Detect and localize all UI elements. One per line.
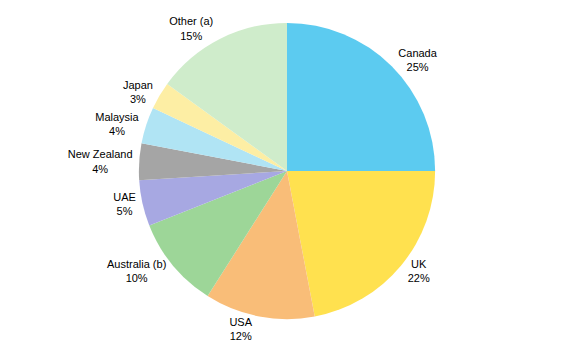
svg-text:Malaysia4%: Malaysia4% (95, 111, 139, 137)
svg-text:Canada25%: Canada25% (398, 47, 437, 73)
svg-text:UAE5%: UAE5% (113, 191, 136, 217)
svg-text:New Zealand4%: New Zealand4% (68, 148, 133, 174)
svg-text:USA12%: USA12% (229, 316, 252, 342)
svg-text:Australia (b)10%: Australia (b)10% (107, 258, 166, 284)
svg-text:UK22%: UK22% (408, 258, 430, 284)
svg-text:Other (a)15%: Other (a)15% (169, 15, 213, 41)
svg-text:Japan3%: Japan3% (123, 79, 153, 105)
